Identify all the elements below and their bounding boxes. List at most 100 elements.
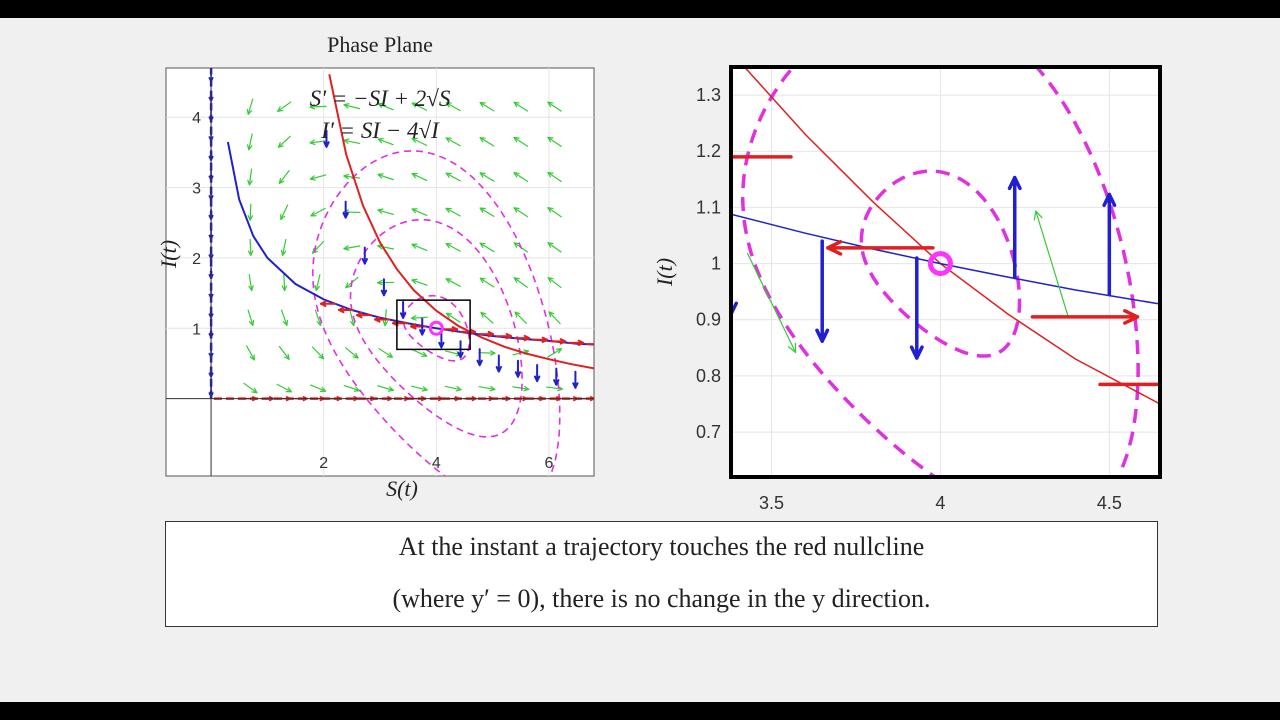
field-arrow-shaft [309, 140, 327, 144]
blue-nullcline-arrow-head [572, 382, 579, 389]
field-arrow [514, 311, 528, 324]
blue-nullcline-arrow [572, 370, 579, 389]
field-arrow [377, 208, 394, 216]
left-x-axis-label: S(t) [386, 476, 418, 501]
field-arrow [479, 242, 495, 253]
field-arrow-shaft [445, 278, 461, 287]
field-arrow-head [343, 173, 350, 180]
field-arrow [246, 345, 255, 361]
field-arrow [243, 382, 258, 394]
blue-nullcline-arrow [514, 359, 522, 378]
field-arrow-head [557, 385, 564, 392]
field-arrow-shaft [309, 174, 327, 180]
field-arrow [343, 173, 361, 180]
field-arrow [444, 385, 462, 392]
blue-nullcline-arrow [476, 348, 483, 367]
zoom-field-arrow-head [787, 342, 797, 353]
field-arrow [478, 385, 496, 392]
blue-nullcline-arrow [323, 129, 330, 148]
field-arrow-shaft [410, 316, 429, 319]
field-arrow-head [411, 137, 418, 143]
field-arrow-head [377, 279, 383, 286]
blue-nullcline-arrow-head [495, 366, 503, 373]
field-arrow [411, 278, 428, 286]
field-arrow-shaft [478, 386, 496, 391]
field-arrow-shaft [377, 173, 394, 181]
field-arrow-head [480, 311, 487, 318]
field-arrow-shaft [411, 243, 428, 251]
right-y-tick-label: 0.9 [696, 310, 721, 330]
blue-nullcline-arrow-head [399, 312, 407, 319]
blue-nullcline-arrow [533, 364, 541, 383]
field-arrow [377, 385, 394, 392]
zoom-blue-arrow-head [815, 328, 830, 343]
red-nullcline-arrow-head [374, 316, 381, 323]
field-arrow-head [548, 311, 555, 318]
field-arrow-shaft [246, 345, 255, 361]
field-arrow-head [445, 243, 452, 249]
field-arrow [411, 385, 428, 392]
zoom-blue-arrow-head [731, 301, 738, 316]
field-arrow-head [547, 171, 554, 178]
field-arrow-head [377, 173, 384, 179]
field-arrow [247, 309, 255, 326]
field-arrow [378, 347, 393, 358]
red-nullcline-arrow [514, 334, 531, 342]
field-arrow [445, 172, 461, 182]
blue-nullcline-arrow-head [553, 379, 560, 386]
caption-box: At the instant a trajectory touches the … [165, 521, 1158, 627]
field-arrow-shaft [479, 137, 495, 147]
field-arrow-head [513, 207, 520, 213]
field-arrow [548, 311, 561, 325]
field-arrow-shaft [479, 207, 495, 217]
red-nullcline-arrow-head [337, 306, 345, 314]
right-y-tick-label: 1.2 [696, 141, 721, 161]
field-arrow [343, 103, 361, 110]
field-arrow-shaft [547, 136, 562, 147]
field-arrow-shaft [384, 309, 387, 327]
field-arrow-shaft [248, 168, 253, 186]
blue-nullcline-arrow [553, 367, 560, 386]
field-arrow-head [445, 278, 452, 284]
field-arrow-head [479, 242, 486, 249]
field-arrow [281, 309, 289, 326]
axis-arrow-x-head [589, 396, 594, 402]
field-arrow-head [445, 137, 452, 143]
field-arrow-shaft [445, 312, 461, 323]
field-arrow-head [489, 350, 496, 356]
field-arrow-shaft [283, 273, 286, 292]
field-arrow-head [514, 311, 521, 318]
zoom-equilibrium-marker [927, 251, 953, 277]
field-arrow-shaft [547, 207, 562, 218]
field-arrow-head [285, 387, 292, 393]
trajectory-inner [402, 294, 471, 362]
field-arrow-head [411, 208, 418, 214]
right-x-tick-label: 4 [935, 493, 945, 513]
field-arrow [445, 207, 461, 217]
zoom-field-arrow-shaft [1035, 210, 1069, 317]
field-arrow [246, 98, 254, 115]
field-arrow [547, 242, 562, 253]
blue-nullcline-arrow [361, 246, 368, 265]
field-arrow [247, 203, 254, 221]
field-arrow [411, 208, 428, 217]
field-arrow [377, 102, 394, 111]
field-arrow [309, 174, 327, 181]
field-arrow [445, 102, 461, 112]
red-nullcline-arrow [532, 336, 549, 343]
red-nullcline-arrow-head [577, 339, 585, 347]
field-arrow-head [421, 386, 428, 392]
field-arrow [310, 384, 327, 393]
right-plot-frame [729, 65, 1162, 479]
zoom-red-arrow [826, 240, 935, 256]
field-arrow-shaft [445, 207, 461, 217]
zoom-field-arrow [1033, 210, 1069, 317]
field-arrow-head [513, 277, 520, 283]
left-x-tick-label: 4 [432, 455, 441, 472]
left-x-tick-label: 2 [319, 455, 328, 472]
field-arrow-head [513, 172, 520, 178]
field-arrow-head [377, 208, 384, 214]
field-arrow [479, 207, 495, 217]
blue-nullcline-arrow-head [419, 329, 426, 336]
field-arrow-head [377, 137, 384, 144]
